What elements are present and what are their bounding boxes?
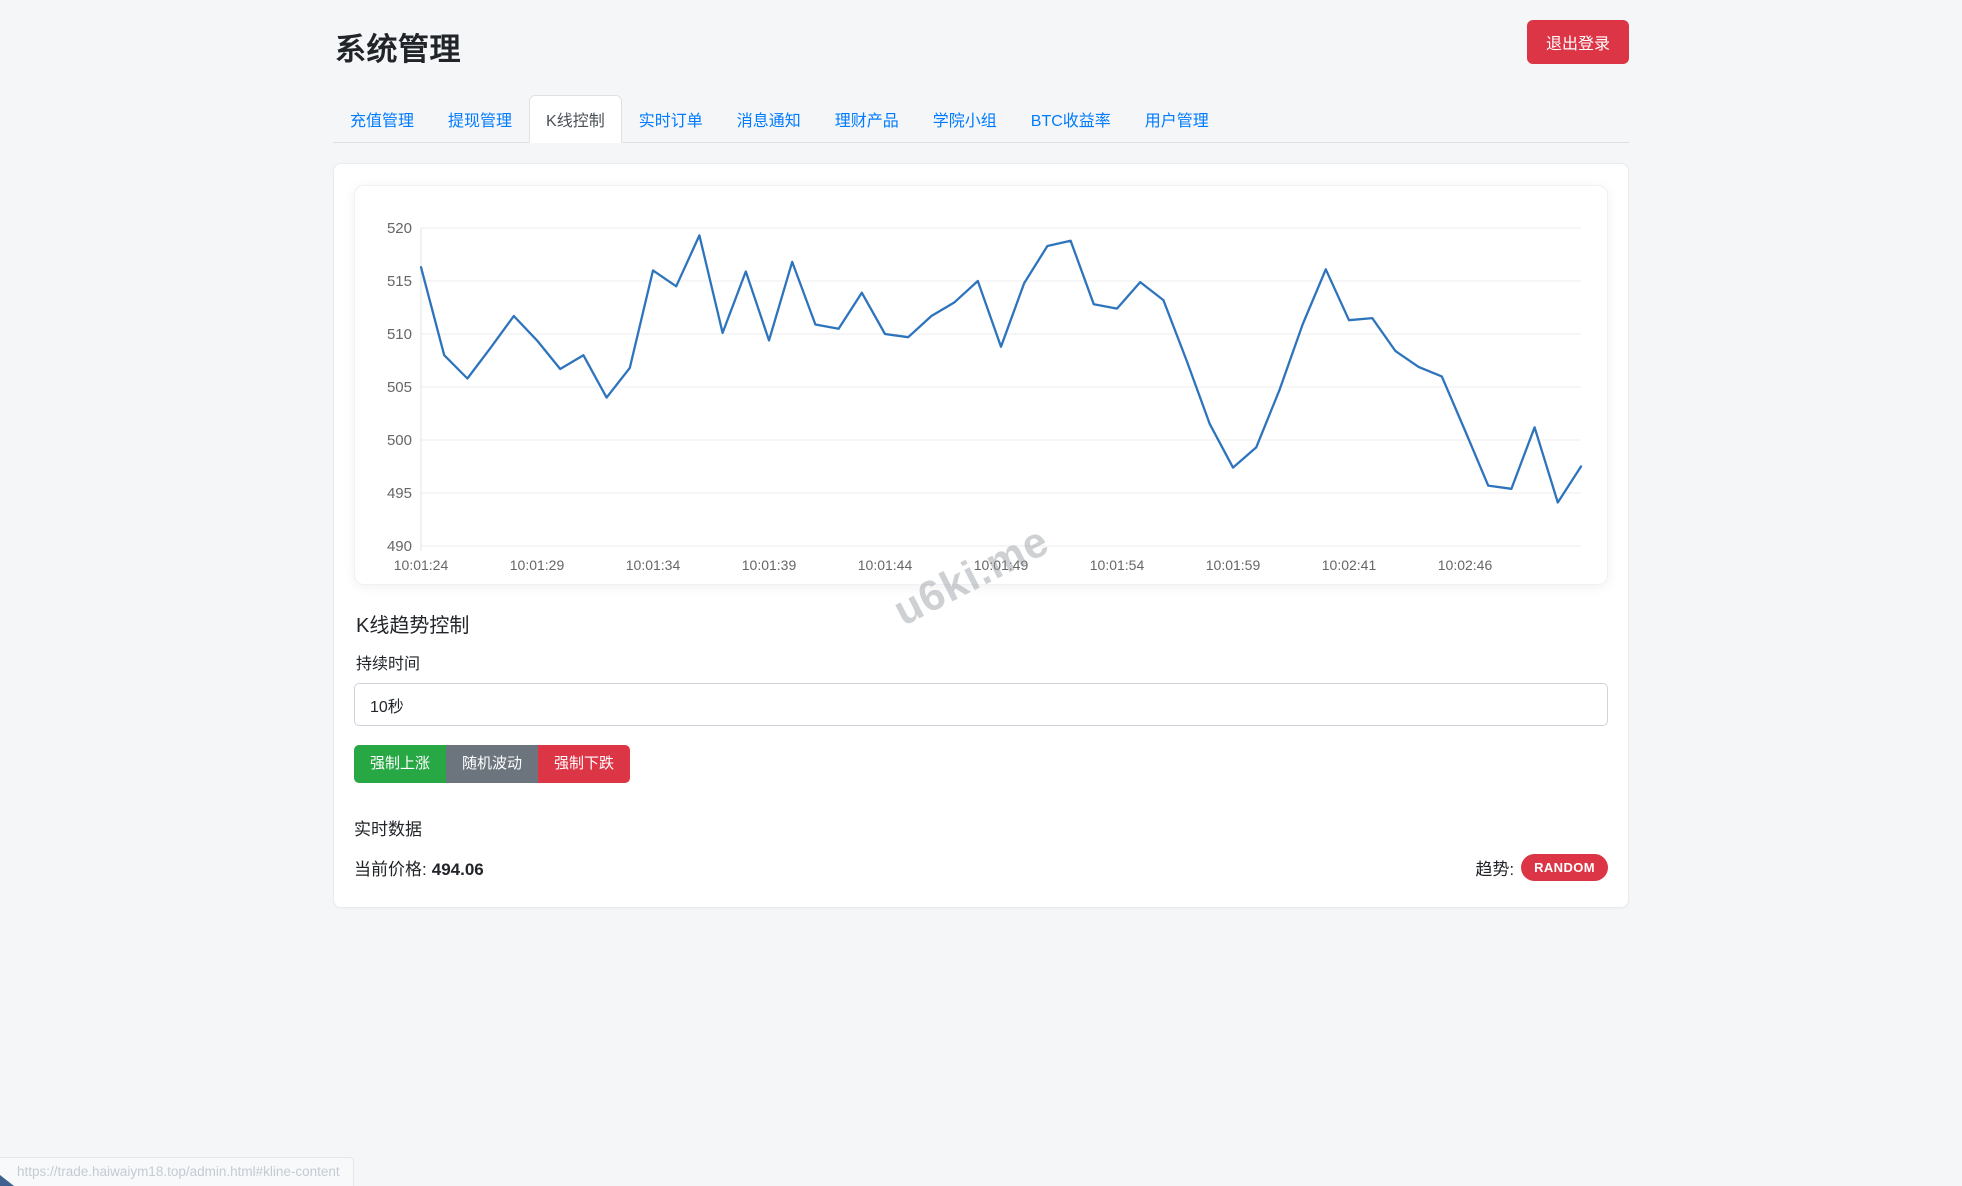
svg-text:10:01:39: 10:01:39 (742, 557, 797, 573)
kline-trend-section-title: K线趋势控制 (356, 615, 470, 637)
tab-message-notify[interactable]: 消息通知 (736, 113, 801, 130)
main-container: 系统管理 退出登录 充值管理 提现管理 K线控制 实时订单 消息通知 理财产品 … (333, 0, 1629, 908)
corner-wedge-decoration (0, 1175, 14, 1186)
duration-select-value: 10秒 (370, 698, 404, 716)
tab-academy-group[interactable]: 学院小组 (932, 113, 997, 130)
random-button[interactable]: 随机波动 (446, 745, 539, 783)
svg-text:505: 505 (387, 379, 412, 396)
svg-text:10:01:59: 10:01:59 (1206, 557, 1261, 573)
svg-text:10:01:29: 10:01:29 (510, 557, 565, 573)
kline-chart-panel: 490 495 500 505 510 515 520 10:01:24 10:01:29 10:… (354, 185, 1608, 585)
tab-realtime-orders[interactable]: 实时订单 (638, 113, 703, 130)
svg-text:10:01:49: 10:01:49 (974, 557, 1029, 573)
kline-card: 490 495 500 505 510 515 520 10:01:24 10:01:29 10:… (333, 163, 1629, 908)
svg-text:10:01:34: 10:01:34 (626, 557, 681, 573)
svg-text:10:02:41: 10:02:41 (1322, 557, 1377, 573)
tab-user-management[interactable]: 用户管理 (1144, 113, 1209, 130)
svg-text:490: 490 (387, 538, 412, 555)
current-price-value: 494.06 (431, 860, 484, 879)
svg-text:10:02:46: 10:02:46 (1438, 557, 1493, 573)
svg-text:520: 520 (387, 220, 412, 237)
trend-label: 趋势: (1475, 860, 1515, 879)
status-bar-url: https://trade.haiwaiym18.top/admin.html#… (17, 1164, 340, 1179)
svg-text:10:01:44: 10:01:44 (858, 557, 913, 573)
trend-status-badge: RANDOM (1521, 854, 1608, 881)
tab-finance-products[interactable]: 理财产品 (834, 113, 899, 130)
svg-text:495: 495 (387, 485, 412, 502)
svg-text:500: 500 (387, 432, 412, 449)
trend-indicator: 趋势: RANDOM (1475, 854, 1608, 881)
kline-chart: 490 495 500 505 510 515 520 10:01:24 10:01:29 10:… (387, 220, 1583, 573)
current-price-label: 当前价格: (354, 860, 427, 879)
svg-text:10:01:54: 10:01:54 (1090, 557, 1145, 573)
page-title: 系统管理 (335, 32, 461, 67)
current-price: 当前价格: 494.06 (354, 855, 484, 880)
realtime-data-row: 当前价格: 494.06 趋势: RANDOM (354, 854, 1608, 881)
duration-label: 持续时间 (356, 656, 421, 673)
browser-status-bar: https://trade.haiwaiym18.top/admin.html#… (0, 1157, 354, 1186)
duration-select[interactable]: 10秒 (354, 683, 1608, 726)
tab-withdraw-management[interactable]: 提现管理 (448, 113, 513, 130)
force-down-button[interactable]: 强制下跌 (538, 745, 631, 783)
svg-text:510: 510 (387, 326, 412, 343)
logout-button[interactable]: 退出登录 (1526, 20, 1629, 64)
svg-text:515: 515 (387, 273, 412, 290)
trend-button-group: 强制上涨 随机波动 强制下跌 (354, 745, 631, 783)
tab-btc-yield[interactable]: BTC收益率 (1030, 113, 1111, 130)
page-header: 系统管理 退出登录 (333, 20, 1629, 95)
svg-text:10:01:24: 10:01:24 (394, 557, 449, 573)
tab-kline-control[interactable]: K线控制 (529, 95, 622, 143)
tab-recharge-management[interactable]: 充值管理 (350, 113, 415, 130)
tab-bar: 充值管理 提现管理 K线控制 实时订单 消息通知 理财产品 学院小组 BTC收益… (333, 95, 1629, 143)
realtime-data-title: 实时数据 (354, 820, 422, 839)
force-up-button[interactable]: 强制上涨 (354, 745, 447, 783)
